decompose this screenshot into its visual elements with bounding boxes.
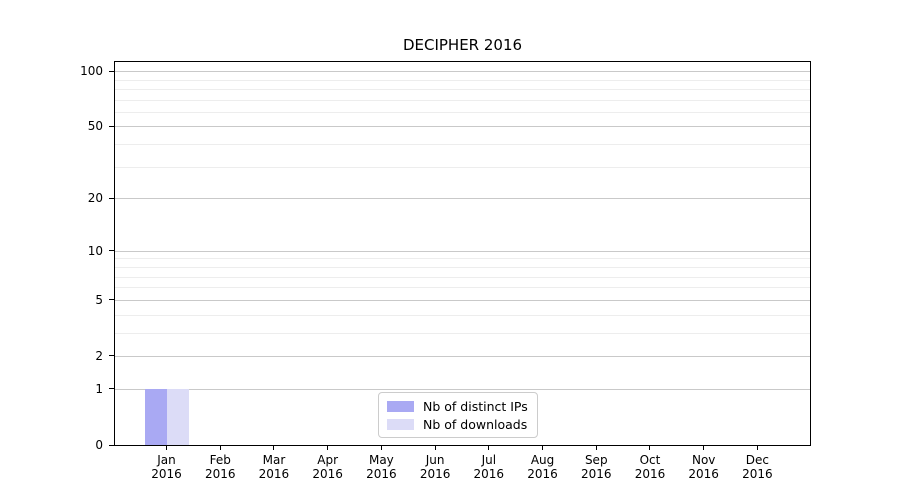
x-tick-year: 2016: [204, 467, 236, 481]
x-tick-label: Jan 2016: [137, 453, 197, 481]
gridline-major: [115, 71, 810, 73]
x-tick-year: 2016: [688, 467, 719, 481]
x-tick-year: 2016: [366, 467, 397, 481]
x-tick-month: Sep: [584, 453, 608, 467]
x-tick: [703, 445, 705, 450]
gridline-minor: [115, 144, 810, 146]
legend-label-downloads: Nb of downloads: [423, 416, 528, 432]
x-tick-label: Dec 2016: [727, 453, 787, 481]
y-tick-label: 100: [80, 64, 103, 79]
legend-swatch-downloads: [387, 418, 414, 430]
bar-jan-series1: [166, 388, 189, 445]
legend-swatch-distinct-ips: [387, 400, 414, 412]
x-tick-label: Aug 2016: [513, 453, 573, 481]
x-tick: [488, 445, 490, 450]
x-tick-label: Jun 2016: [405, 453, 465, 481]
y-tick-label: 20: [87, 191, 103, 206]
y-tick: [109, 388, 114, 390]
y-axis: 0 1 2 5 10 20 50 100: [80, 62, 810, 452]
gridline-minor: [115, 332, 810, 334]
x-tick-month: Jan: [157, 453, 176, 467]
legend: Nb of distinct IPs Nb of downloads: [378, 392, 538, 438]
gridline-minor: [115, 314, 810, 316]
gridline-minor: [115, 88, 810, 90]
x-tick-month: Jul: [481, 453, 497, 467]
x-tick-year: 2016: [634, 467, 666, 481]
y-tick: [109, 355, 114, 357]
x-tick: [434, 445, 436, 450]
gridline-major: [115, 388, 810, 390]
x-tick: [166, 445, 167, 450]
x-tick-month: Nov: [691, 453, 716, 467]
x-tick: [219, 445, 221, 450]
gridline-minor: [115, 79, 810, 81]
x-tick-year: 2016: [258, 467, 290, 481]
x-tick-label: Jul 2016: [459, 453, 519, 481]
bar-jan-series0: [144, 388, 167, 445]
gridline-major: [115, 198, 810, 200]
x-tick: [380, 445, 382, 450]
grid-layer: [115, 62, 810, 445]
x-tick-month: Feb: [209, 453, 231, 467]
y-tick: [109, 250, 114, 252]
gridline-major: [115, 299, 810, 301]
y-tick-label: 50: [87, 119, 103, 134]
gridline-major: [115, 126, 810, 128]
x-tick-year: 2016: [473, 467, 505, 481]
x-tick: [756, 445, 758, 450]
legend-item-distinct-ips: Nb of distinct IPs: [387, 398, 528, 414]
x-tick-label: Feb 2016: [190, 453, 250, 481]
x-tick-year: 2016: [151, 467, 182, 481]
x-tick: [273, 445, 275, 450]
y-tick: [109, 70, 114, 72]
y-tick-label: 1: [95, 381, 103, 396]
x-tick: [649, 445, 651, 450]
x-tick-year: 2016: [527, 467, 558, 481]
bars-layer: [115, 62, 810, 445]
x-tick-label: Sep 2016: [566, 453, 626, 481]
plot-area: 0 1 2 5 10 20 50 100 Jan 2016 Feb 2016 Mar 2016 Apr 20…: [80, 61, 811, 481]
gridline-minor: [115, 276, 810, 278]
x-tick-label: May 2016: [351, 453, 411, 481]
x-tick: [595, 445, 597, 450]
y-tick-label: 2: [95, 348, 103, 363]
x-tick-label: Oct 2016: [620, 453, 680, 481]
gridline-minor: [115, 287, 810, 289]
gridline-minor: [115, 166, 810, 168]
y-tick: [109, 197, 114, 199]
x-tick-month: Jun: [425, 453, 445, 467]
x-tick-year: 2016: [419, 467, 451, 481]
x-tick-month: Mar: [262, 453, 286, 467]
x-tick-month: Oct: [639, 453, 661, 467]
y-tick: [109, 299, 114, 301]
y-tick: [109, 444, 114, 446]
gridline-minor: [115, 111, 810, 113]
gridline-minor: [115, 258, 810, 260]
x-tick: [542, 445, 544, 450]
gridline-minor: [115, 99, 810, 101]
gridline-minor: [115, 266, 810, 268]
x-tick-year: 2016: [742, 467, 773, 481]
legend-label-distinct-ips: Nb of distinct IPs: [423, 398, 528, 414]
x-tick-month: Apr: [317, 453, 339, 467]
x-tick-month: May: [368, 453, 394, 467]
x-tick-label: Nov 2016: [674, 453, 734, 481]
y-tick-label: 5: [95, 292, 103, 307]
x-tick: [327, 445, 329, 450]
legend-item-downloads: Nb of downloads: [387, 416, 528, 432]
x-tick-month: Dec: [745, 453, 770, 467]
x-tick-label: Apr 2016: [298, 453, 358, 481]
x-tick-year: 2016: [580, 467, 612, 481]
gridline-major: [115, 355, 810, 357]
y-tick-label: 10: [87, 243, 103, 258]
y-tick-label: 0: [95, 438, 103, 452]
x-tick-year: 2016: [312, 467, 343, 481]
gridline-major: [115, 250, 810, 252]
x-tick-label: Mar 2016: [244, 453, 304, 481]
x-tick-month: Aug: [530, 453, 555, 467]
chart-title: DECIPHER 2016: [402, 36, 523, 54]
y-tick: [109, 125, 114, 127]
x-axis: Jan 2016 Feb 2016 Mar 2016 Apr 2016 May 2016 Jun 20…: [115, 62, 810, 481]
